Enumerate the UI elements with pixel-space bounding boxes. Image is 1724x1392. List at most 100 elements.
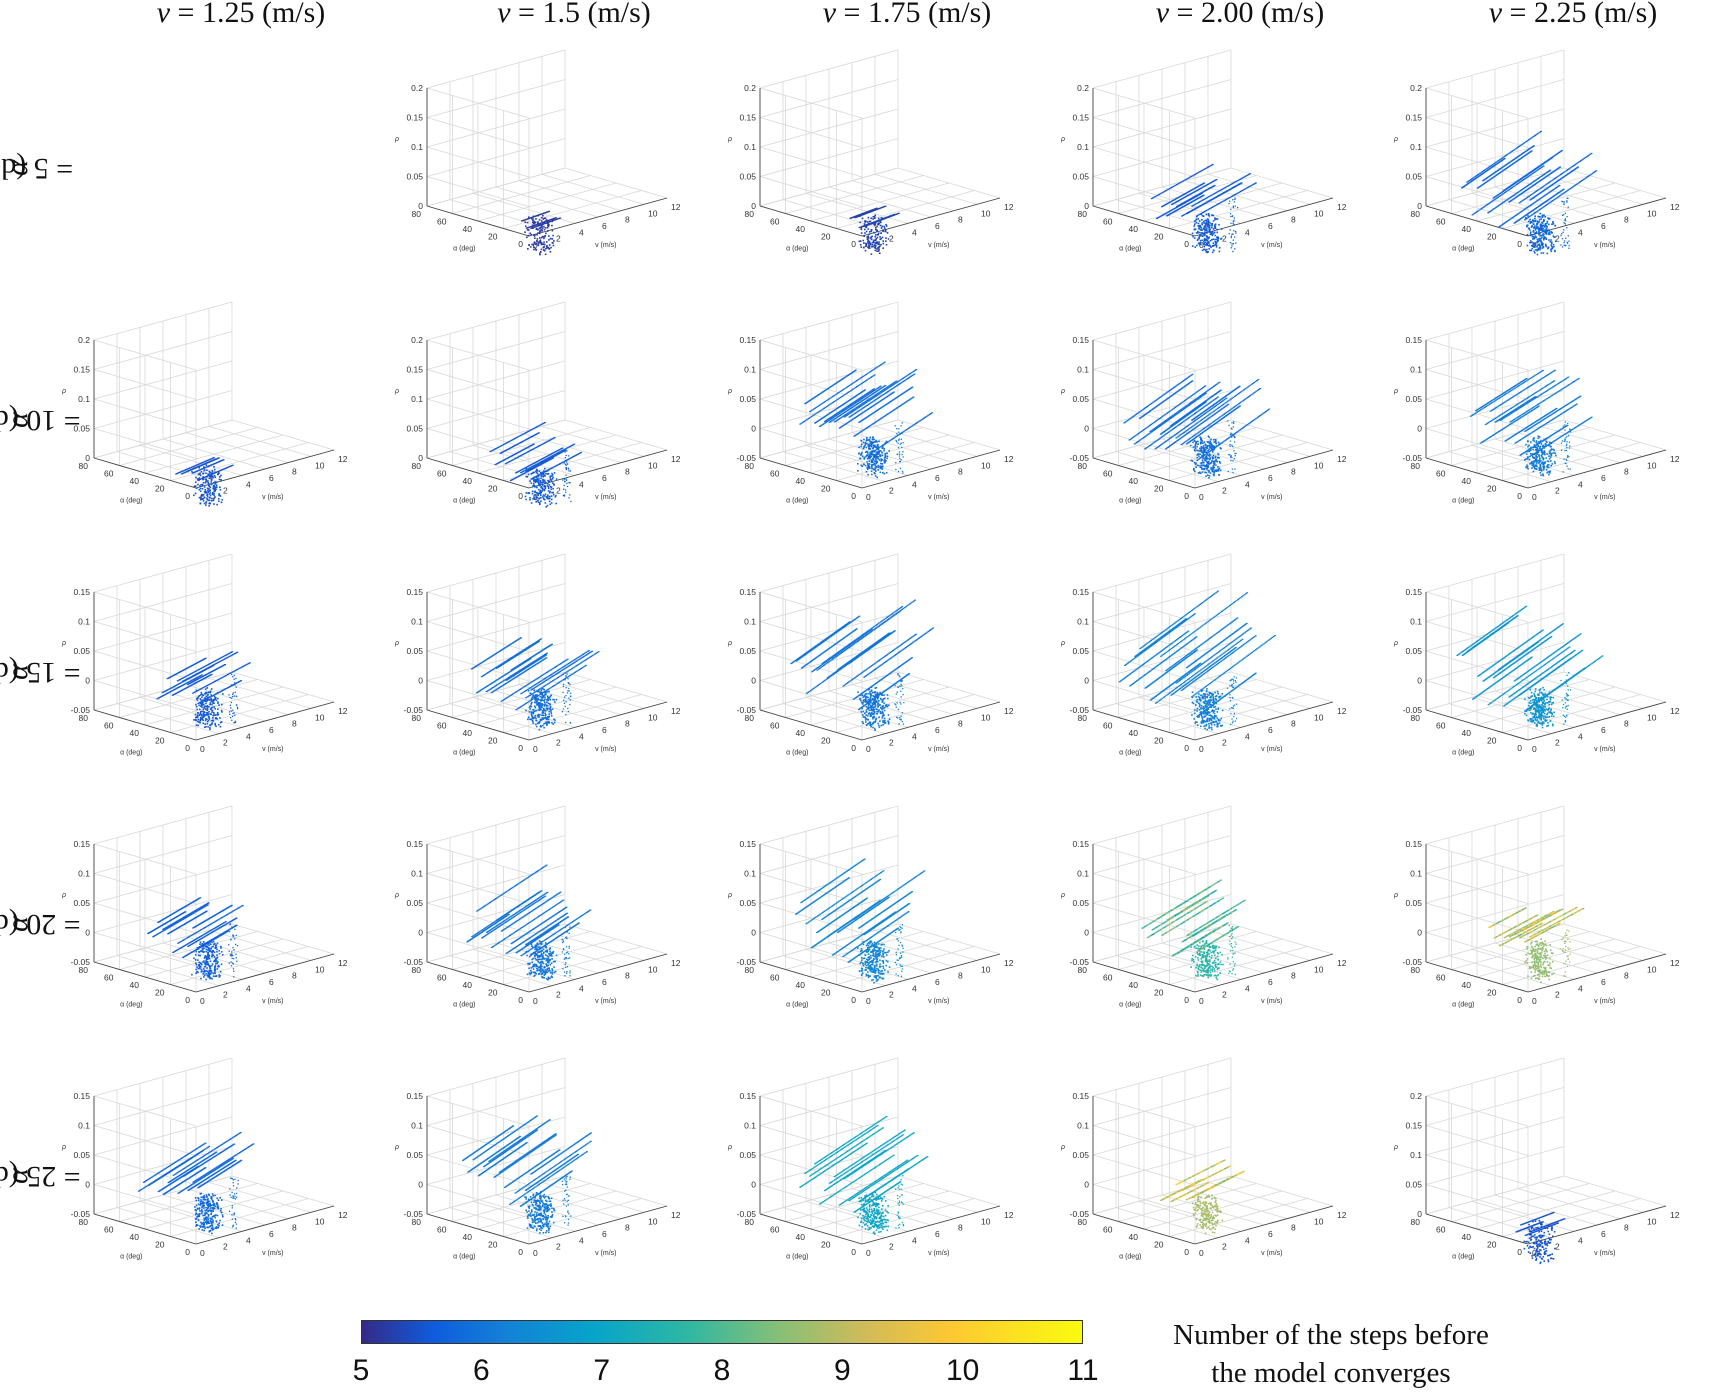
data-point <box>1230 209 1231 210</box>
data-point <box>1539 240 1541 242</box>
data-point <box>866 447 868 449</box>
data-point <box>868 228 870 230</box>
data-point <box>882 237 884 239</box>
data-point <box>566 450 567 451</box>
data-point <box>865 443 867 445</box>
data-point <box>536 228 538 230</box>
data-point <box>1206 214 1208 216</box>
data-point <box>1229 233 1230 234</box>
data-point <box>215 483 217 485</box>
data-point <box>533 444 535 445</box>
data-point <box>877 234 879 236</box>
data-point <box>1554 251 1556 253</box>
data-point <box>1233 221 1234 222</box>
data-point <box>556 478 558 480</box>
data-point <box>205 478 207 480</box>
data-point <box>555 495 557 497</box>
data-point <box>206 491 208 493</box>
data-point <box>873 444 875 446</box>
data-point <box>1234 197 1235 198</box>
v-tick-label: 12 <box>338 454 348 464</box>
data-point <box>877 444 879 446</box>
data-point <box>1531 150 1533 151</box>
data-point <box>1540 224 1542 226</box>
data-point <box>1235 232 1236 233</box>
data-point <box>205 482 207 484</box>
data-point <box>547 483 549 485</box>
data-point <box>219 479 221 481</box>
data-point <box>195 493 197 495</box>
data-point <box>1203 241 1205 243</box>
data-point <box>1560 244 1561 245</box>
v-tick-label: 10 <box>1314 208 1324 218</box>
v-tick-label: 6 <box>602 473 607 483</box>
data-point <box>212 470 214 472</box>
data-point <box>212 494 214 496</box>
alpha-axis-label: α (deg) <box>453 246 475 253</box>
data-point <box>1533 245 1535 247</box>
data-point <box>1533 237 1535 239</box>
data-point <box>1201 222 1203 224</box>
data-point <box>1539 233 1541 235</box>
data-point <box>209 497 211 499</box>
data-point <box>550 251 552 253</box>
data-point <box>1538 216 1540 218</box>
column-header-symbol: v <box>1489 0 1502 29</box>
data-point <box>1214 239 1216 241</box>
data-point <box>528 235 530 237</box>
data-point <box>532 220 534 222</box>
data-point <box>542 474 544 476</box>
data-point <box>885 240 887 242</box>
data-point <box>878 250 880 252</box>
data-point <box>868 247 870 249</box>
data-point <box>880 386 882 387</box>
data-point <box>864 229 866 231</box>
data-point <box>199 489 201 491</box>
data-point <box>547 225 549 227</box>
data-point <box>878 441 880 443</box>
v-tick-label: 8 <box>958 215 963 225</box>
data-point <box>871 465 873 467</box>
data-point <box>219 486 221 488</box>
data-point <box>877 243 879 245</box>
data-point <box>876 456 878 458</box>
data-point <box>204 489 206 491</box>
data-point <box>554 437 556 438</box>
rho-tick-label: 0.2 <box>78 335 90 345</box>
data-point <box>1216 232 1218 234</box>
data-point <box>880 225 882 227</box>
data-point <box>213 488 215 490</box>
data-point <box>1530 221 1532 223</box>
data-point <box>1216 242 1218 244</box>
data-point <box>214 481 216 483</box>
data-point <box>1536 227 1538 229</box>
alpha-tick-label: 80 <box>745 461 755 471</box>
data-point <box>1543 252 1545 254</box>
data-point <box>871 468 873 470</box>
data-point <box>562 447 564 448</box>
rho-axis-label: ρ <box>61 388 66 395</box>
data-point <box>548 490 550 492</box>
data-point <box>1543 228 1545 230</box>
data-point <box>534 237 536 239</box>
data-point <box>207 489 209 491</box>
data-point <box>540 239 542 241</box>
alpha-tick-label: 80 <box>745 209 755 219</box>
data-point <box>206 501 208 503</box>
data-point <box>541 243 543 245</box>
data-point <box>1219 247 1221 249</box>
data-point <box>872 458 874 460</box>
data-point <box>548 211 550 212</box>
data-point <box>549 503 551 505</box>
data-point <box>882 240 884 242</box>
data-point <box>1562 238 1563 239</box>
data-point <box>218 457 220 458</box>
data-point <box>217 474 219 476</box>
data-point <box>535 496 537 498</box>
data-point <box>1534 215 1536 217</box>
data-point <box>867 474 869 476</box>
